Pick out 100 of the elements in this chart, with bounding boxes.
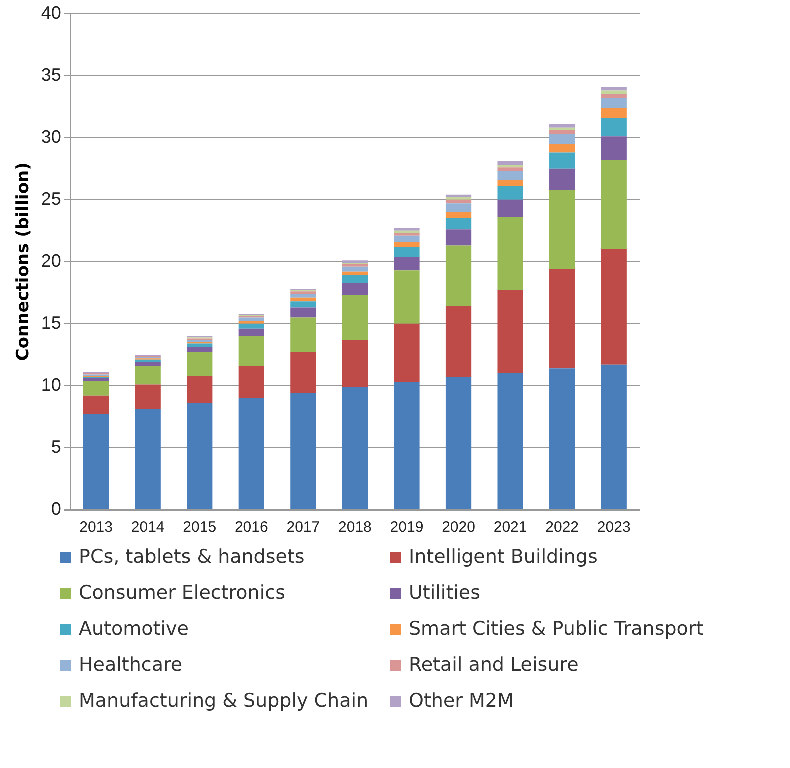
bar [290, 302, 316, 308]
bar [550, 124, 576, 128]
x-tick-label: 2013 [80, 519, 113, 536]
bar [394, 256, 420, 271]
bar [135, 384, 161, 410]
bar [394, 236, 420, 242]
legend-label: Utilities [409, 582, 481, 604]
x-tick-label: 2016 [234, 519, 268, 536]
x-tick-label: 2020 [442, 519, 476, 536]
bar [290, 393, 316, 510]
bar [394, 270, 420, 324]
y-tick-label: 0 [51, 498, 62, 519]
bar [342, 282, 368, 296]
bar [342, 260, 368, 264]
bar [394, 324, 420, 382]
bar [601, 249, 627, 365]
x-tick-label: 2018 [338, 519, 372, 536]
bar [238, 318, 264, 322]
bar [135, 360, 161, 362]
bar [83, 414, 110, 510]
y-tick-label: 10 [41, 374, 62, 395]
y-tick-label: 40 [41, 2, 62, 23]
y-tick-label: 20 [41, 250, 62, 271]
bar [394, 228, 420, 231]
x-tick-label: 2015 [183, 519, 217, 536]
bar [446, 212, 472, 218]
bar [83, 380, 110, 396]
legend-label: Other M2M [409, 690, 514, 712]
x-tick-label: 2014 [131, 519, 165, 536]
bar [601, 94, 627, 98]
bar [394, 233, 420, 236]
bar [550, 130, 576, 134]
bar [601, 86, 627, 91]
bar [550, 144, 576, 153]
bar [394, 382, 420, 510]
y-tick-label: 15 [41, 312, 62, 333]
bar [498, 168, 524, 172]
x-tick-label: 2023 [597, 519, 631, 536]
bar [135, 410, 161, 510]
bar [290, 352, 316, 394]
bar [290, 298, 316, 302]
bar [342, 272, 368, 276]
bar [342, 387, 368, 510]
bar [187, 352, 213, 376]
bar [550, 168, 576, 190]
bar [238, 324, 264, 329]
legend-label: Retail and Leisure [409, 654, 579, 676]
y-tick-label: 30 [41, 126, 62, 147]
x-tick-label: 2017 [286, 519, 320, 536]
bar [446, 197, 472, 200]
bar [601, 364, 627, 510]
bar [446, 230, 472, 246]
bar [446, 194, 472, 198]
bar [238, 336, 264, 366]
bar [135, 362, 161, 366]
bar [550, 269, 576, 369]
x-tick-label: 2019 [390, 519, 424, 536]
bar [187, 403, 213, 510]
bar [498, 186, 524, 200]
bar [238, 321, 264, 324]
bar [238, 366, 264, 398]
bar [187, 344, 213, 348]
bar [290, 308, 316, 318]
bar [342, 340, 368, 388]
bar [550, 128, 576, 130]
bar [83, 396, 110, 414]
bar [446, 204, 472, 212]
legend-label: PCs, tablets & handsets [79, 546, 305, 568]
bar [550, 152, 576, 169]
legend-label: Smart Cities & Public Transport [409, 618, 704, 640]
legend-label: Manufacturing & Supply Chain [79, 690, 369, 712]
bar [601, 136, 627, 160]
bar [342, 266, 368, 272]
bar [601, 98, 627, 108]
bar [601, 160, 627, 250]
bar [498, 217, 524, 290]
bar [187, 340, 213, 343]
bar [394, 242, 420, 248]
legend-label: Intelligent Buildings [409, 546, 598, 568]
legend-label: Consumer Electronics [79, 582, 286, 604]
bar [290, 292, 316, 294]
bar [550, 134, 576, 144]
bar [290, 318, 316, 352]
y-tick-label: 35 [41, 64, 62, 85]
bar [342, 295, 368, 340]
bar [446, 246, 472, 307]
y-axis-title: Connections (billion) [14, 162, 34, 362]
bar [601, 90, 627, 94]
bar [290, 294, 316, 298]
bar [135, 366, 161, 385]
bar [187, 376, 213, 404]
bar [601, 118, 627, 137]
bar [446, 306, 472, 378]
bar [498, 165, 524, 168]
bar [342, 276, 368, 283]
bar [550, 368, 576, 510]
x-tick-label: 2021 [494, 519, 528, 536]
bar [238, 398, 264, 510]
bar [498, 290, 524, 374]
x-tick-label: 2022 [546, 519, 580, 536]
